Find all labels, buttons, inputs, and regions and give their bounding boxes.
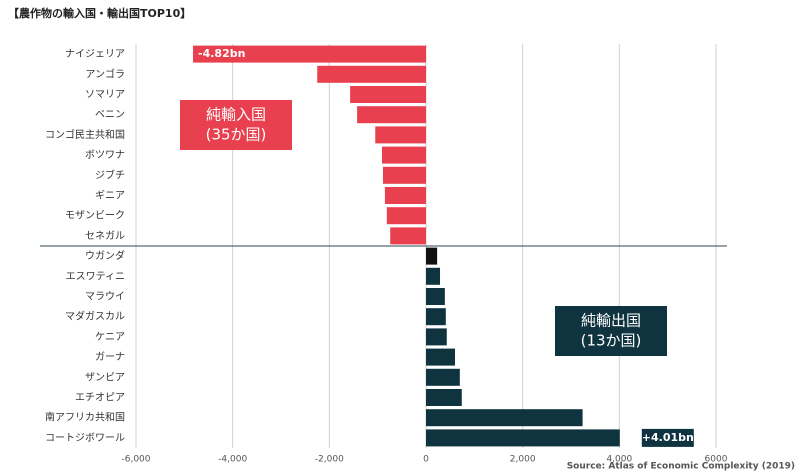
bar [426, 368, 460, 386]
bar [426, 429, 620, 447]
y-tick-label: コンゴ民主共和国 [45, 128, 125, 141]
bar [193, 45, 426, 63]
bar [390, 227, 426, 245]
annotation-text: (13か国) [581, 332, 642, 350]
y-tick-label: ザンビア [85, 371, 125, 383]
bar [426, 288, 445, 305]
value-label-box [641, 428, 694, 447]
y-tick-label: 南アフリカ共和国 [45, 411, 125, 424]
y-tick-label: アンゴラ [85, 67, 125, 80]
y-tick-label: ガーナ [95, 351, 125, 363]
value-label: -4.82bn [198, 47, 245, 60]
y-tick-label: ボツワナ [85, 149, 125, 161]
y-tick-label: ギニア [95, 190, 125, 202]
y-tick-label: コートジボワール [45, 432, 125, 444]
bar [386, 207, 426, 225]
y-tick-label: モザンビーク [65, 210, 125, 222]
x-tick-label: -4,000 [218, 455, 247, 465]
x-tick-label: 0 [423, 455, 429, 465]
y-tick-label: ソマリア [85, 90, 125, 101]
bar [384, 187, 426, 204]
bar [375, 126, 426, 144]
bar [426, 308, 446, 326]
annotation-box [555, 306, 667, 356]
annotation-text: 純輸入国 [206, 106, 266, 124]
annotation-box [180, 100, 292, 150]
y-tick-label: ウガンダ [85, 249, 125, 262]
bar [350, 86, 426, 103]
source: Source: Atlas of Economic Complexity (20… [567, 462, 795, 472]
x-tick-label: 4,000 [606, 455, 632, 465]
bar [426, 348, 455, 366]
y-tick-label: エチオピア [75, 392, 125, 404]
x-tick-label: -6,000 [121, 455, 150, 465]
annotation-text: 純輸出国 [581, 312, 641, 330]
annotation-text: (35か国) [206, 126, 267, 144]
x-tick-label: 6000 [705, 455, 728, 465]
bar [426, 328, 447, 346]
x-tick-label: -2,000 [315, 455, 344, 465]
bar [382, 146, 426, 164]
y-tick-label: セネガル [85, 230, 125, 242]
y-tick-label: マラウイ [85, 291, 125, 303]
bar [426, 389, 462, 406]
y-tick-label: ジブチ [95, 168, 125, 181]
y-tick-label: ナイジェリア [65, 48, 125, 60]
chart-title: 【農作物の輸入国・輸出国TOP10】 [8, 6, 191, 20]
y-tick-label: エスワティニ [66, 271, 125, 282]
bar [426, 409, 583, 427]
bar [382, 166, 426, 184]
value-label: +4.01bn [642, 431, 694, 444]
y-tick-label: ベニン [95, 109, 125, 121]
bar [426, 247, 438, 265]
y-tick-label: マダガスカル [65, 310, 125, 323]
y-tick-label: ケニア [95, 331, 125, 343]
bar [317, 65, 426, 83]
bar [357, 106, 426, 124]
bar [426, 267, 441, 285]
x-tick-label: 2,000 [510, 455, 536, 465]
